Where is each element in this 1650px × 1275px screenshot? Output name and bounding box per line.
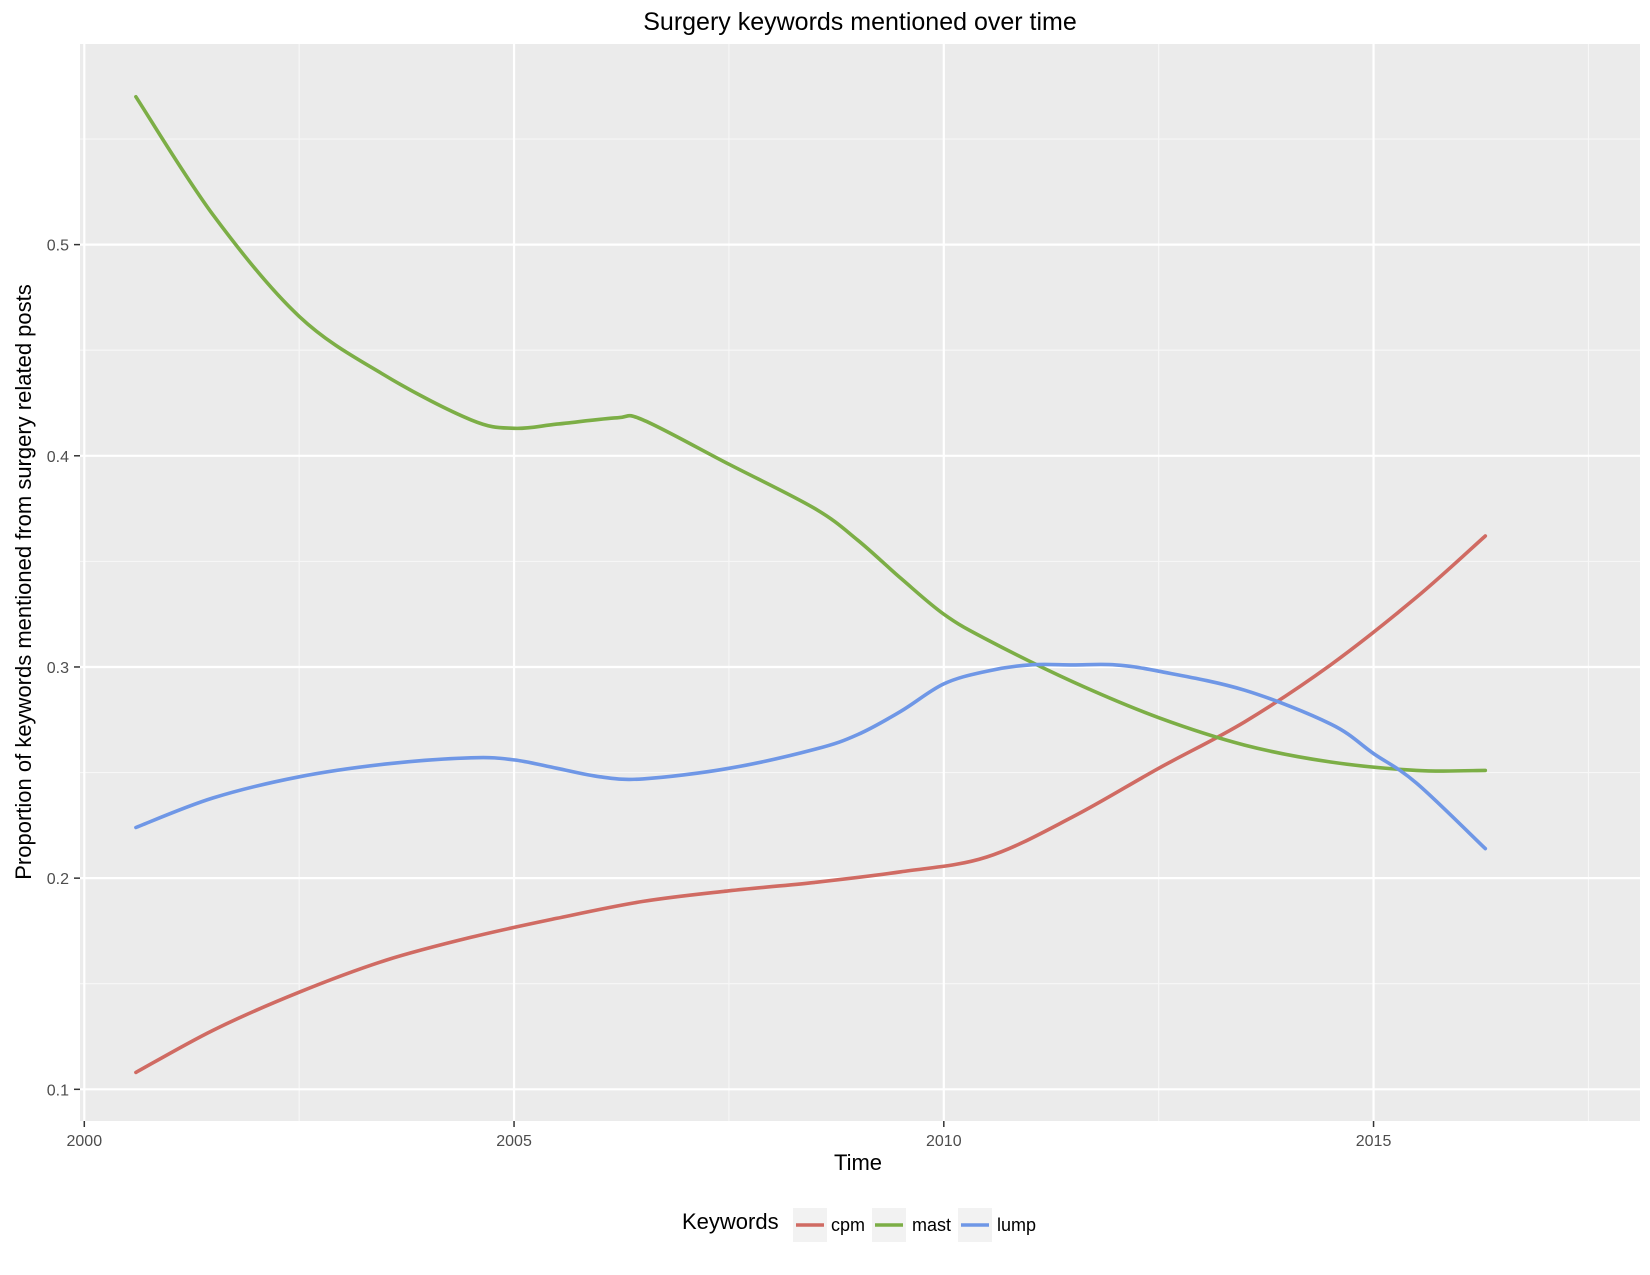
x-tick-label: 2010 (926, 1133, 962, 1150)
major-gridlines (80, 44, 1640, 1121)
legend-title: Keywords (682, 1209, 779, 1234)
series-line-lump (134, 662, 1488, 851)
legend-label-mast: mast (912, 1215, 951, 1235)
legend-label-lump: lump (997, 1215, 1036, 1235)
chart-title: Surgery keywords mentioned over time (643, 8, 1077, 36)
series-line-cpm (134, 534, 1488, 1075)
y-tick-label: 0.5 (47, 238, 69, 255)
legend-item-cpm: cpm (793, 1208, 865, 1242)
series-line-mast (134, 95, 1488, 773)
legend-items: cpm mast lump (793, 1208, 1036, 1242)
y-axis-ticks: 0.1 0.2 0.3 0.4 0.5 (47, 238, 80, 1099)
legend-item-mast: mast (872, 1208, 951, 1242)
legend: Keywords cpm mast lump (682, 1208, 1036, 1242)
series-lines (134, 95, 1488, 1075)
x-tick-label: 2015 (1356, 1133, 1392, 1150)
minor-gridlines (80, 44, 1640, 1121)
y-axis-title: Proportion of keywords mentioned from su… (11, 284, 36, 880)
x-axis-title: Time (834, 1150, 882, 1175)
y-tick-label: 0.3 (47, 660, 69, 677)
y-tick-label: 0.4 (47, 449, 69, 466)
x-tick-label: 2005 (496, 1133, 532, 1150)
y-tick-label: 0.1 (47, 1082, 69, 1099)
legend-label-cpm: cpm (831, 1215, 865, 1235)
plot-panel (80, 44, 1640, 1121)
x-axis-ticks: 2000 2005 2010 2015 (67, 1121, 1392, 1150)
legend-item-lump: lump (958, 1208, 1036, 1242)
x-tick-label: 2000 (67, 1133, 103, 1150)
y-tick-label: 0.2 (47, 871, 69, 888)
